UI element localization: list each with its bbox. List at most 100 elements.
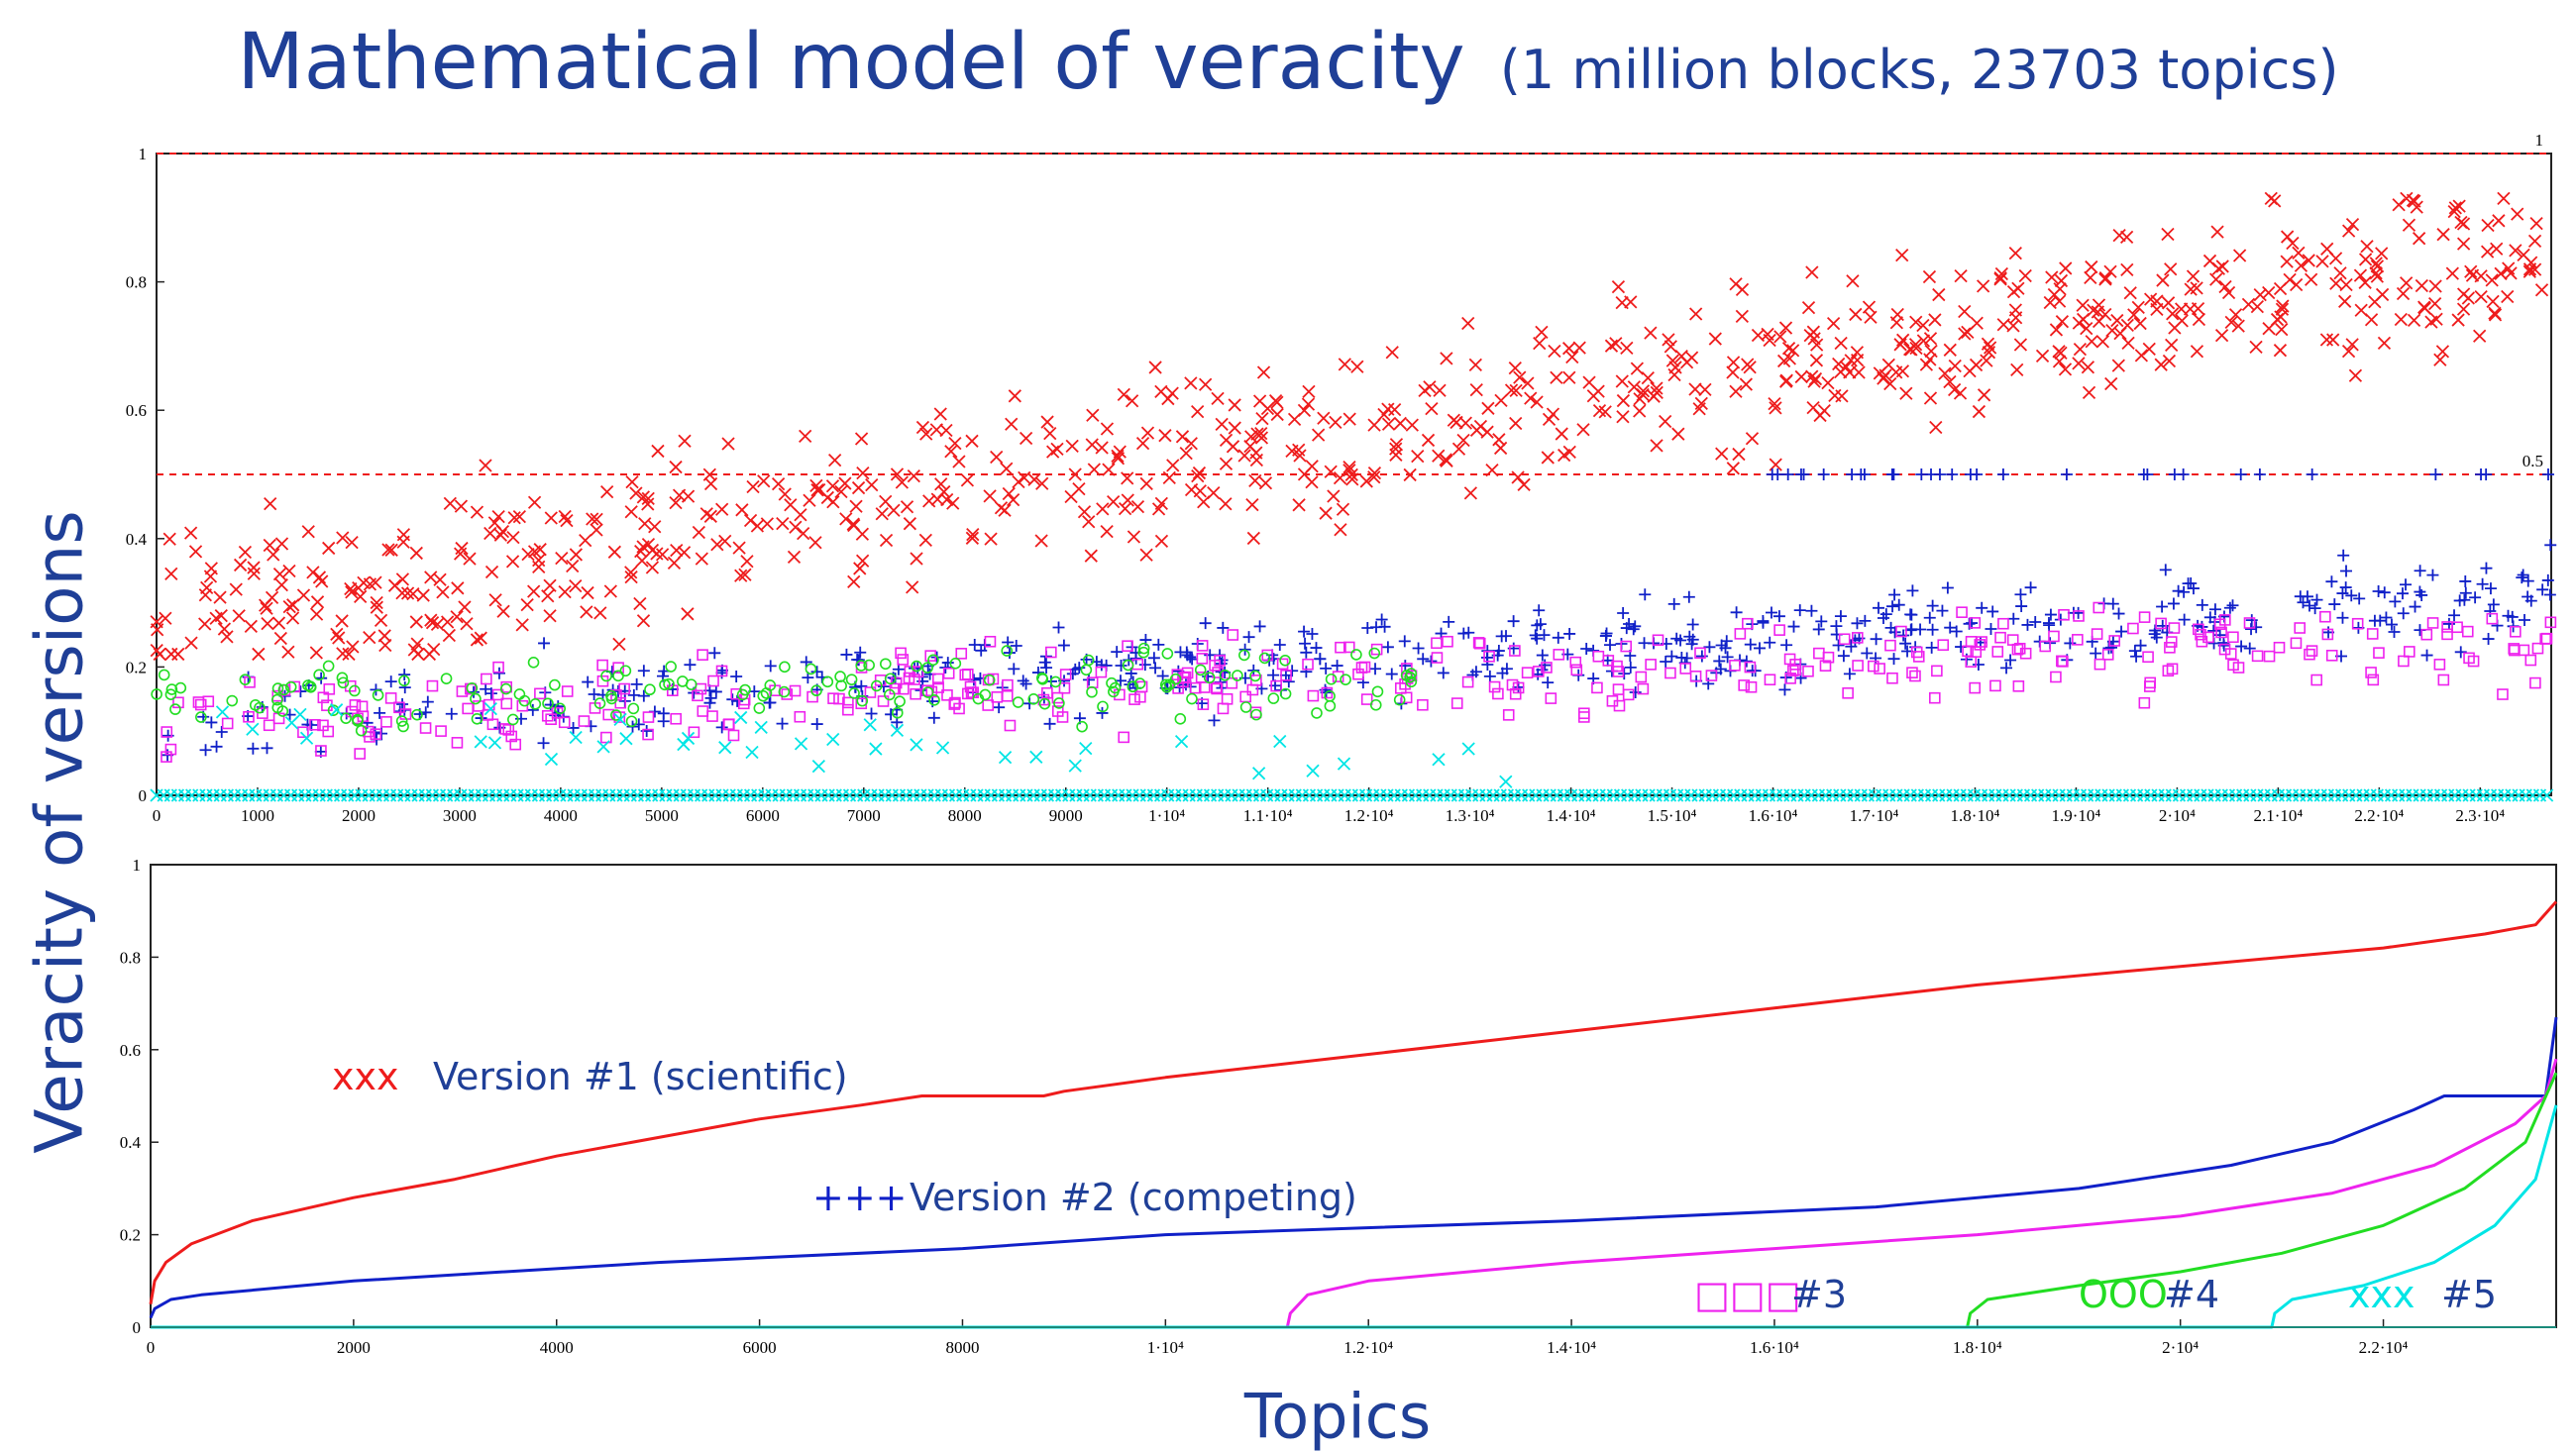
scatter-point	[2192, 312, 2206, 327]
scatter-point	[315, 672, 328, 684]
scatter-point	[667, 556, 682, 571]
scatter-point	[1617, 606, 1630, 619]
scatter-point	[451, 737, 464, 749]
scatter-point	[433, 572, 447, 586]
scatter-point	[2337, 549, 2350, 562]
scatter-point	[419, 722, 432, 734]
scatter-point	[1122, 659, 1134, 672]
scatter-point	[684, 659, 697, 672]
scatter-point	[810, 718, 823, 731]
scatter-point	[2190, 281, 2203, 295]
scatter-point	[507, 713, 519, 726]
scatter-point	[454, 499, 469, 513]
scatter-point	[500, 697, 513, 710]
scatter-xtick-label: 0	[153, 806, 161, 825]
scatter-point	[2474, 269, 2488, 283]
scatter-point	[2380, 611, 2393, 624]
scatter-point	[466, 681, 479, 694]
scatter-point	[730, 671, 743, 683]
scatter-point	[2175, 314, 2189, 328]
scatter-point	[2294, 259, 2308, 272]
scatter-point	[1509, 383, 1523, 398]
scatter-point	[921, 662, 933, 674]
scatter-point	[805, 663, 817, 675]
scatter-point	[2385, 618, 2398, 631]
scatter-point	[1778, 683, 1791, 696]
scatter-point	[1456, 433, 1470, 448]
scatter-point	[363, 577, 377, 591]
scatter-point	[960, 473, 975, 487]
scatter-point	[1578, 711, 1590, 723]
scatter-point	[1521, 667, 1534, 678]
scatter-point	[1324, 465, 1338, 478]
scatter-point	[1664, 340, 1677, 354]
scatter-point	[1468, 358, 1482, 372]
scatter-point	[445, 707, 458, 720]
lines-ytick-label: 1	[133, 856, 142, 875]
scatter-xtick-label: 1.7·10⁴	[1850, 806, 1899, 825]
scatter-point	[1570, 664, 1583, 676]
scatter-point	[2540, 632, 2553, 645]
scatter-point	[1137, 646, 1150, 659]
scatter-point	[2392, 198, 2406, 212]
scatter-point	[210, 740, 223, 753]
scatter-point	[1511, 470, 1525, 484]
scatter-point	[1425, 655, 1438, 668]
scatter-point	[151, 688, 162, 700]
scatter-point	[809, 478, 823, 492]
scatter-point	[1043, 426, 1057, 441]
scatter-point	[794, 737, 808, 751]
scatter-point	[1118, 731, 1130, 744]
scatter-point	[1040, 662, 1053, 675]
scatter-point	[1552, 631, 1564, 644]
scatter-point	[2367, 674, 2380, 686]
scatter-point	[1937, 639, 1950, 652]
scatter-point	[1034, 534, 1048, 548]
scatter-point	[2486, 612, 2499, 625]
scatter-point	[2436, 228, 2450, 242]
scatter-point	[1433, 383, 1447, 397]
scatter-point	[526, 703, 539, 716]
scatter-xtick-label: 2·10⁴	[2159, 806, 2196, 825]
scatter-point	[1659, 414, 1672, 429]
scatter-point	[2541, 573, 2554, 586]
scatter-point	[243, 710, 255, 723]
scatter-point	[612, 662, 624, 674]
scatter-point	[944, 445, 958, 459]
scatter-point	[2336, 611, 2349, 624]
scatter-point	[1378, 620, 1391, 633]
scatter-point	[491, 688, 504, 701]
scatter-point	[1867, 660, 1879, 673]
scatter-point	[2235, 640, 2248, 653]
scatter-point	[1342, 464, 1356, 477]
legend-label-v1: Version #1 (scientific)	[433, 1055, 848, 1098]
scatter-point	[1358, 661, 1371, 674]
scatter-point	[2497, 191, 2511, 205]
scatter-point	[336, 531, 350, 545]
scatter-point	[935, 741, 950, 755]
scatter-point	[345, 535, 359, 550]
scatter-point	[2250, 299, 2264, 314]
scatter-point	[285, 611, 300, 625]
scatter-xtick-label: 1.2·10⁴	[1344, 806, 1394, 825]
scatter-point	[1883, 376, 1897, 391]
scatter-point	[2345, 217, 2360, 232]
scatter-point	[1753, 642, 1766, 655]
scatter-point	[2473, 329, 2487, 343]
scatter-point	[1954, 269, 1968, 283]
scatter-point	[940, 492, 954, 507]
scatter-point	[697, 705, 709, 717]
scatter-point	[2305, 272, 2318, 286]
scatter-point	[1107, 494, 1121, 509]
scatter-point	[2341, 224, 2356, 238]
scatter-point	[2502, 261, 2516, 275]
scatter-point	[2290, 637, 2303, 650]
scatter-point	[2518, 644, 2530, 657]
scatter-point	[2451, 621, 2463, 634]
scatter-point	[2424, 315, 2438, 329]
scatter-point	[558, 716, 571, 729]
scatter-point	[430, 617, 445, 631]
scatter-point	[2103, 264, 2117, 278]
scatter-point	[1301, 397, 1316, 411]
scatter-point	[1889, 365, 1903, 379]
